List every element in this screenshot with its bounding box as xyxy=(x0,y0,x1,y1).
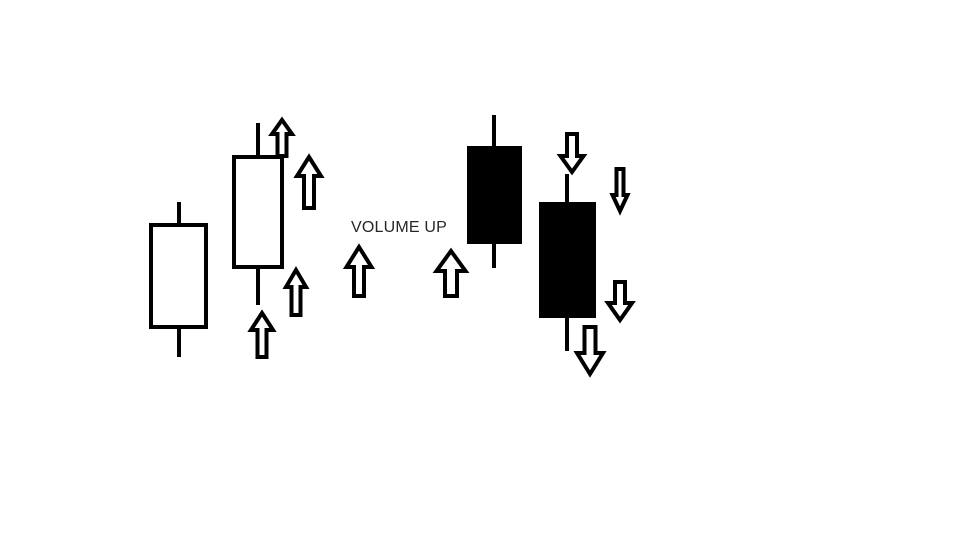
arrow-up-icon xyxy=(342,243,376,298)
candle-4 xyxy=(539,174,596,351)
arrow-up-icon xyxy=(293,153,325,210)
arrow-down-icon xyxy=(556,132,588,176)
arrow-up-icon xyxy=(268,116,296,158)
arrow-up-icon xyxy=(432,247,470,298)
arrow-down-icon xyxy=(604,280,636,324)
volume-up-label: VOLUME UP xyxy=(351,219,448,236)
candle-4-body xyxy=(539,202,596,318)
arrows-group xyxy=(247,116,636,378)
arrow-up-icon xyxy=(247,309,277,359)
arrow-down-icon xyxy=(573,325,607,378)
candles-group xyxy=(149,115,596,357)
arrow-up-icon xyxy=(282,266,310,317)
candle-2-body xyxy=(232,155,284,269)
candle-1-body xyxy=(149,223,208,329)
candle-1 xyxy=(149,202,208,357)
candle-2 xyxy=(232,123,284,305)
candle-3-body xyxy=(467,146,522,244)
candle-3 xyxy=(467,115,522,268)
arrow-down-icon xyxy=(609,167,631,216)
